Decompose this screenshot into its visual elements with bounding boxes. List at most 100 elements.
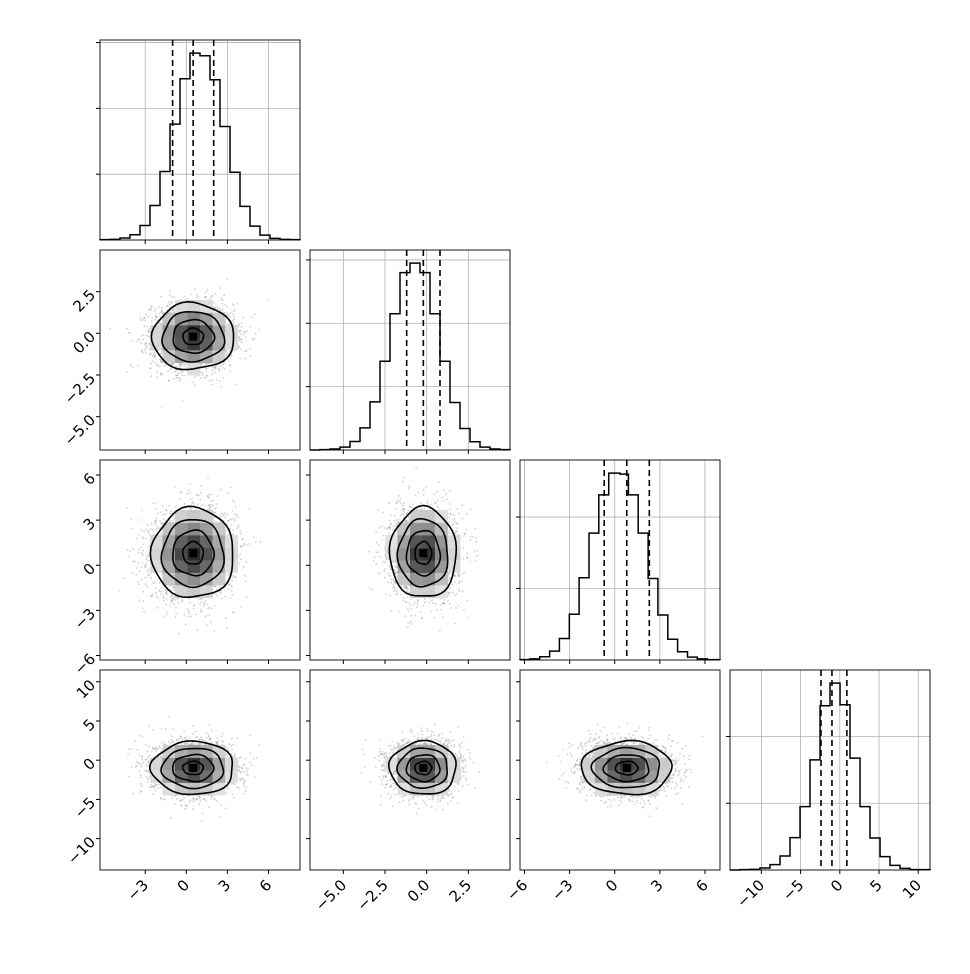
scatter-point	[161, 361, 163, 363]
scatter-point	[237, 526, 239, 528]
scatter-point	[168, 301, 170, 303]
scatter-point	[163, 616, 165, 618]
scatter-point	[157, 364, 159, 366]
scatter-point	[233, 310, 235, 312]
scatter-point	[209, 380, 211, 382]
scatter-point	[203, 603, 205, 605]
scatter-panel-0-1	[100, 250, 300, 450]
scatter-point	[151, 306, 153, 308]
scatter-point	[178, 373, 180, 375]
scatter-point	[138, 552, 140, 554]
scatter-point	[189, 499, 191, 501]
scatter-point	[241, 326, 243, 328]
scatter-point	[148, 532, 150, 534]
scatter-point	[216, 379, 218, 381]
scatter-point	[231, 580, 233, 582]
scatter-point	[160, 511, 162, 513]
scatter-point	[213, 499, 215, 501]
scatter-point	[155, 309, 157, 311]
scatter-point	[208, 494, 210, 496]
scatter-point	[202, 374, 204, 376]
scatter-point	[212, 369, 214, 371]
scatter-point	[141, 552, 143, 554]
scatter-point	[162, 373, 164, 375]
scatter-point	[215, 367, 217, 369]
scatter-point	[184, 614, 186, 616]
scatter-point	[222, 367, 224, 369]
scatter-point	[174, 599, 176, 601]
scatter-point	[157, 597, 159, 599]
scatter-point	[143, 611, 145, 613]
scatter-point	[239, 338, 241, 340]
panel-background	[310, 250, 510, 450]
scatter-point	[243, 331, 245, 333]
scatter-point	[139, 570, 141, 572]
scatter-point	[226, 279, 228, 281]
scatter-point	[211, 384, 213, 386]
scatter-point	[228, 574, 230, 576]
scatter-point	[228, 360, 230, 362]
scatter-point	[197, 296, 199, 298]
scatter-point	[142, 319, 144, 321]
scatter-point	[178, 366, 180, 368]
density-peak	[189, 333, 197, 341]
scatter-point	[190, 616, 192, 618]
scatter-point	[146, 558, 148, 560]
density-cell	[225, 338, 238, 351]
scatter-point	[213, 630, 215, 632]
scatter-point	[220, 365, 222, 367]
scatter-point	[255, 541, 257, 543]
scatter-point	[154, 355, 156, 357]
scatter-point	[171, 301, 173, 303]
scatter-point	[206, 604, 208, 606]
scatter-point	[216, 306, 218, 308]
scatter-point	[208, 497, 210, 499]
scatter-point	[214, 372, 216, 374]
scatter-point	[148, 343, 150, 345]
scatter-point	[226, 306, 228, 308]
scatter-point	[162, 505, 164, 507]
scatter-point	[206, 615, 208, 617]
scatter-point	[139, 317, 141, 319]
scatter-point	[150, 577, 152, 579]
scatter-point	[211, 608, 213, 610]
scatter-point	[210, 500, 212, 502]
scatter-point	[140, 319, 142, 321]
scatter-point	[154, 319, 156, 321]
scatter-point	[160, 406, 162, 408]
scatter-point	[118, 590, 120, 592]
scatter-point	[165, 598, 167, 600]
scatter-point	[144, 350, 146, 352]
scatter-point	[243, 566, 245, 568]
scatter-point	[203, 377, 205, 379]
scatter-point	[156, 319, 158, 321]
scatter-point	[236, 528, 238, 530]
scatter-point	[199, 598, 201, 600]
scatter-point	[177, 602, 179, 604]
scatter-point	[254, 338, 256, 340]
scatter-point	[231, 518, 233, 520]
scatter-point	[228, 314, 230, 316]
scatter-point	[220, 297, 222, 299]
scatter-point	[148, 309, 150, 311]
scatter-point	[126, 507, 128, 509]
scatter-point	[161, 522, 163, 524]
scatter-point	[171, 296, 173, 298]
scatter-point	[200, 492, 202, 494]
scatter-point	[219, 287, 221, 289]
scatter-point	[215, 293, 217, 295]
scatter-point	[146, 346, 148, 348]
scatter-point	[234, 518, 236, 520]
scatter-point	[175, 616, 177, 618]
scatter-point	[178, 364, 180, 366]
scatter-point	[178, 377, 180, 379]
scatter-point	[240, 333, 242, 335]
scatter-point	[231, 590, 233, 592]
scatter-point	[149, 573, 151, 575]
histogram-panel-3	[726, 670, 930, 870]
scatter-point	[170, 510, 172, 512]
scatter-point	[220, 516, 222, 518]
scatter-point	[173, 604, 175, 606]
scatter-point	[224, 514, 226, 516]
scatter-point	[157, 513, 159, 515]
